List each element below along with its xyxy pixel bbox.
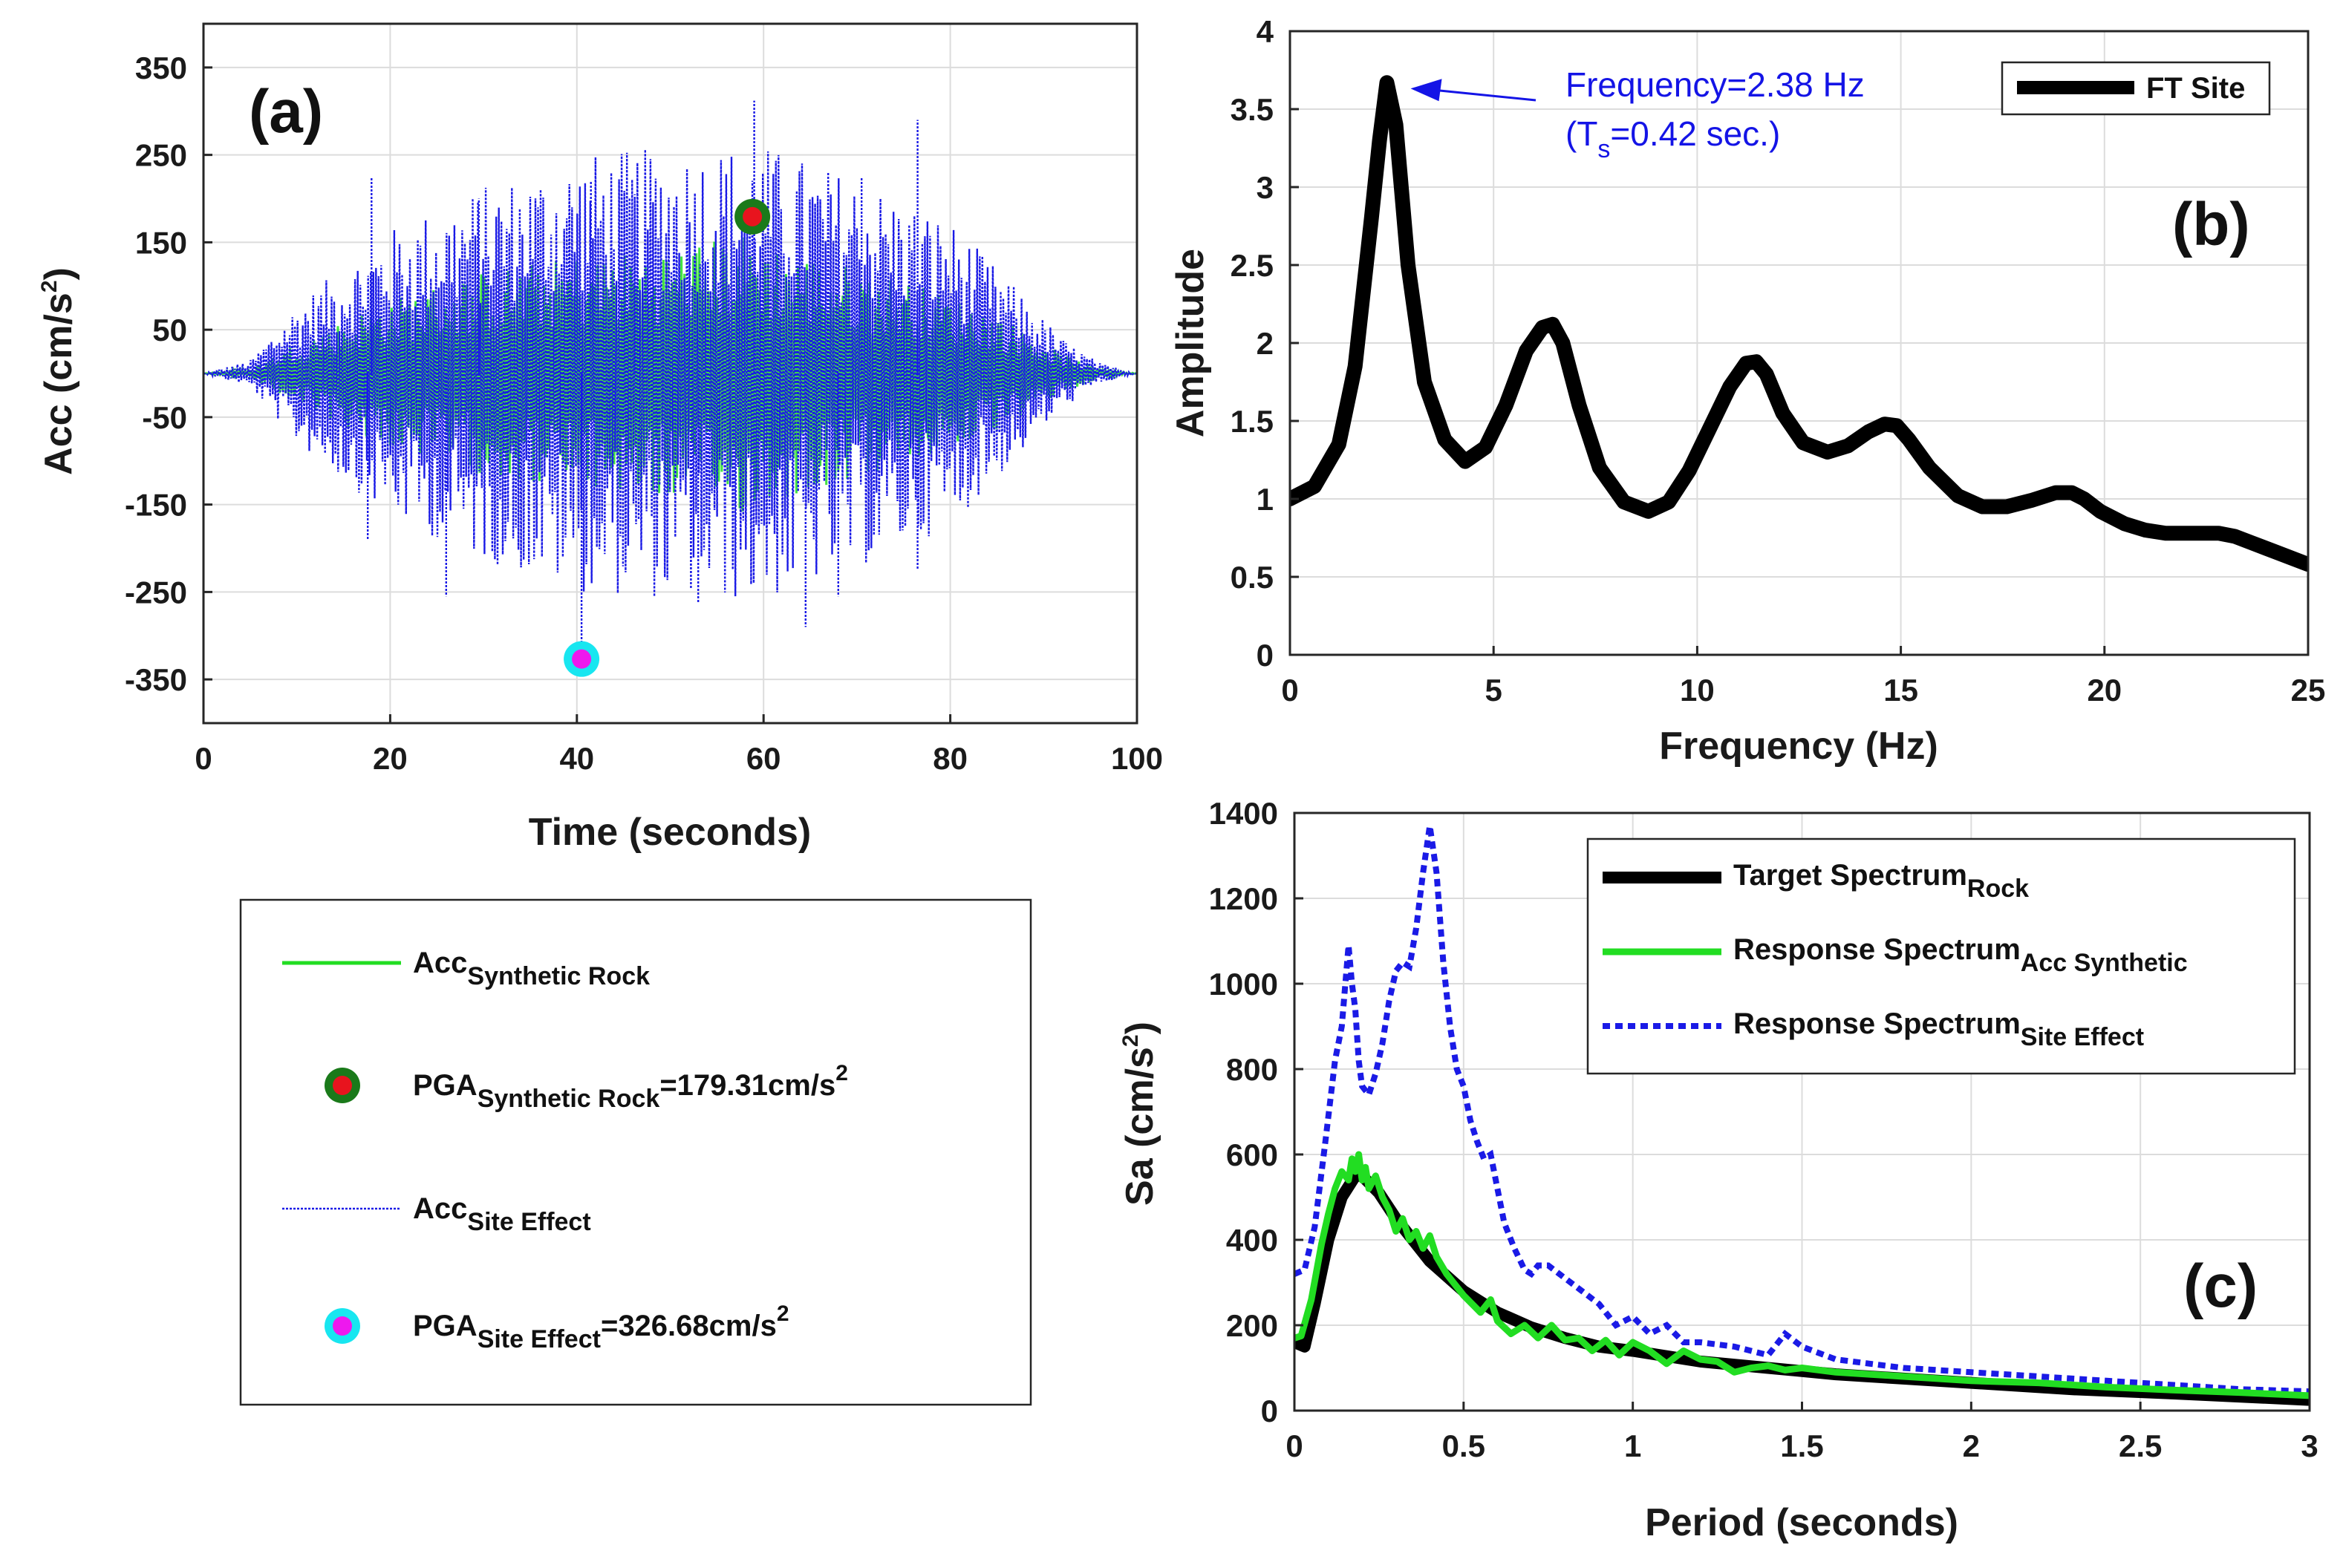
legend-response-site-effect-text: Response SpectrumSite Effect xyxy=(1733,1007,2144,1051)
a-x-tick-label-4: 80 xyxy=(933,741,968,776)
panel-c-y-ticks: 0 200 400 600 800 1000 1200 1400 xyxy=(1209,796,1303,1428)
legend-response-synthetic-text: Response SpectrumAcc Synthetic xyxy=(1733,933,2188,977)
legend-acc-site-effect-text: AccSite Effect xyxy=(413,1192,591,1236)
acc-site-effect-spikes xyxy=(367,100,919,659)
b-y-tick-label-2: 1 xyxy=(1257,482,1274,517)
a-y-tick-label-5: -150 xyxy=(125,488,187,523)
a-y-tick-label-6: -250 xyxy=(125,575,187,610)
panel-b-x-label: Frequency (Hz) xyxy=(1659,725,1938,768)
b-y-tick-label-6: 3 xyxy=(1257,170,1274,205)
a-x-tick-label-0: 0 xyxy=(195,741,212,776)
c-x-tick-label-1: 0.5 xyxy=(1442,1428,1485,1463)
legend-pga-site-effect-text: PGASite Effect=326.68cm/s2 xyxy=(413,1301,789,1353)
b-y-tick-label-4: 2 xyxy=(1257,326,1274,361)
a-y-tick-label-2: 150 xyxy=(135,225,187,260)
panel-a-label: (a) xyxy=(249,78,323,146)
c-x-tick-label-4: 2 xyxy=(1963,1428,1980,1463)
legend-a-box xyxy=(239,898,1032,1406)
a-x-tick-label-3: 60 xyxy=(746,741,781,776)
panel-a: 0 20 40 60 80 100 35025015050-50-150-250-350 … xyxy=(37,22,1163,854)
a-x-tick-label-1: 20 xyxy=(373,741,408,776)
panel-b: 0 5 10 15 20 25 0 0.5 1 1.5 2 2.5 3 3.5 4 FT Site Fre… xyxy=(1169,14,2325,768)
b-y-tick-label-7: 3.5 xyxy=(1231,92,1274,127)
panel-c-y-label: Sa (cm/s2) xyxy=(1118,1022,1161,1206)
panel-a-frame xyxy=(202,22,1138,725)
c-y-tick-label-3: 600 xyxy=(1226,1137,1278,1172)
a-y-tick-label-0: 350 xyxy=(135,50,187,85)
a-x-tick-label-5: 100 xyxy=(1111,741,1163,776)
panel-a-x-ticks: 0 20 40 60 80 100 xyxy=(195,714,1163,776)
c-y-tick-label-2: 400 xyxy=(1226,1223,1278,1258)
legend-pga-synthetic-rock-text: PGASynthetic Rock=179.31cm/s2 xyxy=(413,1061,848,1113)
response-spectrum-acc-synthetic-series xyxy=(1294,1151,2310,1399)
panel-a-legend: AccSynthetic Rock PGASynthetic Rock=179.… xyxy=(239,898,1032,1406)
panel-c-x-label: Period (seconds) xyxy=(1645,1501,1958,1544)
b-y-tick-label-0: 0 xyxy=(1257,638,1274,673)
peak-annotation-arrowhead xyxy=(1410,79,1442,102)
panel-b-x-ticks: 0 5 10 15 20 25 xyxy=(1281,646,2325,708)
c-x-tick-label-6: 3 xyxy=(2301,1428,2318,1463)
legend-ft-site-text: FT Site xyxy=(2146,72,2245,105)
panel-c: 0 0.5 1 1.5 2 2.5 3 0200400600800100012001400 … xyxy=(1118,796,2318,1544)
a-y-tick-label-1: 250 xyxy=(135,138,187,173)
pga-marker-dot-0 xyxy=(743,206,763,226)
a-y-tick-label-4: -50 xyxy=(142,400,187,435)
panel-a-y-label: Acc (cm/s2) xyxy=(37,267,80,475)
c-x-tick-label-0: 0 xyxy=(1285,1428,1303,1463)
c-y-tick-label-4: 800 xyxy=(1226,1052,1278,1087)
a-y-tick-label-7: -350 xyxy=(125,662,187,697)
response-spectrum-site-effect-series xyxy=(1294,825,2310,1395)
panel-c-label: (c) xyxy=(2183,1252,2258,1320)
b-y-tick-label-1: 0.5 xyxy=(1231,560,1274,595)
panel-b-y-label: Amplitude xyxy=(1169,249,1212,437)
b-x-tick-label-5: 25 xyxy=(2291,673,2326,708)
acc-site-effect-series xyxy=(203,149,1137,597)
c-x-tick-label-5: 2.5 xyxy=(2119,1428,2162,1463)
panel-a-markers xyxy=(564,198,771,677)
b-x-tick-label-1: 5 xyxy=(1485,673,1502,708)
panel-c-x-ticks: 0 0.5 1 1.5 2 2.5 3 xyxy=(1285,1402,2318,1463)
b-x-tick-label-4: 20 xyxy=(2087,673,2122,708)
panel-b-label: (b) xyxy=(2172,191,2250,258)
c-x-tick-label-2: 1 xyxy=(1624,1428,1641,1463)
a-y-tick-label-3: 50 xyxy=(152,313,187,347)
b-x-tick-label-0: 0 xyxy=(1281,673,1298,708)
panel-a-y-ticks: 350 250 150 50 -50 -150 -250 -350 xyxy=(125,50,212,697)
legend-pga-site-marker-dot xyxy=(333,1316,352,1336)
c-y-tick-label-7: 1400 xyxy=(1209,796,1278,831)
b-x-tick-label-2: 10 xyxy=(1680,673,1715,708)
a-x-tick-label-2: 40 xyxy=(559,741,594,776)
peak-period-annotation: (Ts=0.42 sec.) xyxy=(1565,114,1780,163)
panel-a-x-label: Time (seconds) xyxy=(529,811,811,854)
pga-marker-dot-1 xyxy=(572,649,592,669)
c-y-tick-label-0: 0 xyxy=(1261,1394,1278,1428)
c-y-tick-label-5: 1000 xyxy=(1209,967,1278,1002)
b-y-tick-label-8: 4 xyxy=(1257,14,1274,49)
legend-acc-synthetic-rock-text: AccSynthetic Rock xyxy=(413,947,650,990)
c-y-tick-label-6: 1200 xyxy=(1209,881,1278,916)
legend-pga-rock-marker-dot xyxy=(333,1076,352,1095)
b-y-tick-label-5: 2.5 xyxy=(1231,248,1274,283)
b-x-tick-label-3: 15 xyxy=(1883,673,1918,708)
legend-target-spectrum-text: Target SpectrumRock xyxy=(1733,859,2029,903)
peak-frequency-annotation: Frequency=2.38 Hz xyxy=(1565,65,1865,104)
ft-site-series xyxy=(1290,75,2308,572)
panel-b-y-ticks: 0 0.5 1 1.5 2 2.5 3 3.5 4 xyxy=(1231,14,1299,673)
c-y-tick-label-1: 200 xyxy=(1226,1308,1278,1343)
c-x-tick-label-3: 1.5 xyxy=(1780,1428,1823,1463)
b-y-tick-label-3: 1.5 xyxy=(1231,404,1274,439)
